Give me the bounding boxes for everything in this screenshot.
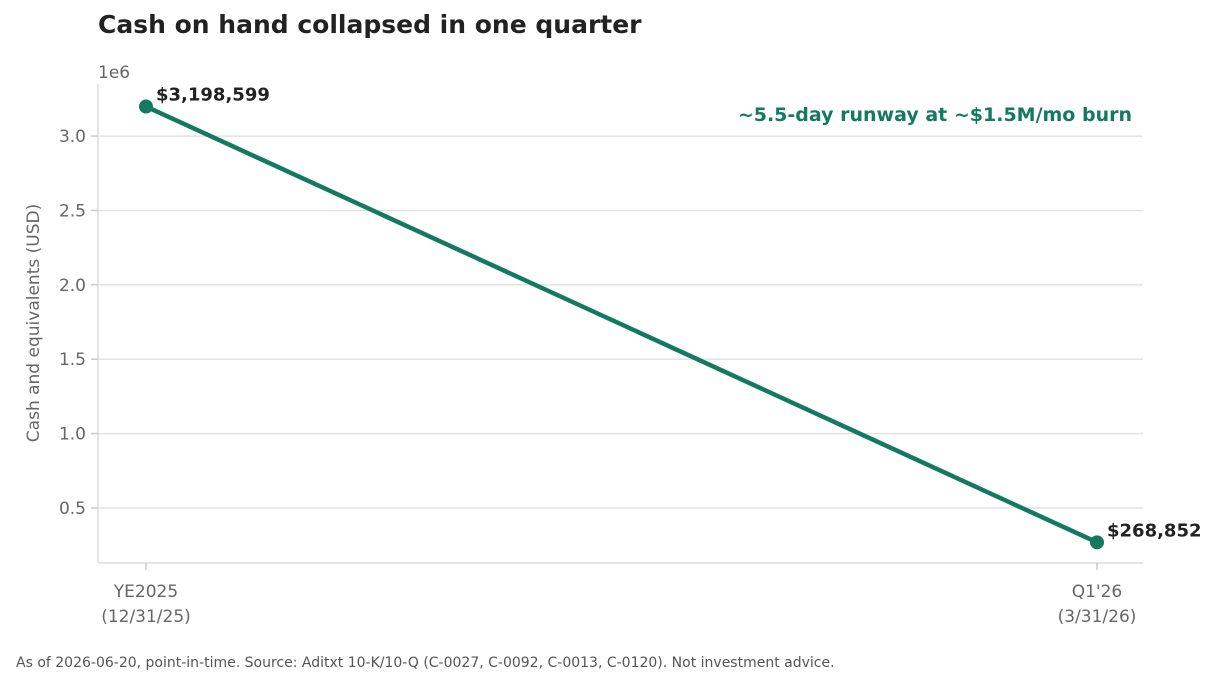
y-axis-label: Cash and equivalents (USD)	[24, 204, 44, 442]
cash-series	[139, 99, 1104, 550]
y-tick-label: 3.0	[59, 127, 86, 147]
x-tick-label: Q1'26	[1072, 582, 1123, 602]
x-tick-label: YE2025	[113, 582, 178, 602]
x-tick-label: (3/31/26)	[1058, 607, 1137, 627]
x-tick-label: (12/31/25)	[101, 607, 191, 627]
data-point	[139, 99, 153, 114]
source-footnote: As of 2026-06-20, point-in-time. Source:…	[16, 655, 835, 671]
y-scale-label: 1e6	[98, 63, 130, 83]
data-label: $3,198,599	[156, 85, 270, 106]
runway-annotation: ~5.5-day runway at ~$1.5M/mo burn	[738, 104, 1132, 126]
y-tick-label: 1.0	[59, 425, 86, 445]
y-tick-label: 1.5	[59, 350, 86, 370]
data-labels: $3,198,599 $268,852	[156, 85, 1202, 542]
data-point	[1090, 535, 1104, 550]
series-line	[145, 104, 1098, 545]
data-label: $268,852	[1107, 520, 1202, 541]
y-tick-label: 2.5	[59, 201, 86, 221]
x-ticks: YE2025 (12/31/25) Q1'26 (3/31/26)	[101, 563, 1136, 627]
gridlines	[98, 135, 1143, 509]
y-tick-label: 0.5	[59, 499, 86, 519]
chart-title: Cash on hand collapsed in one quarter	[98, 10, 642, 39]
y-tick-label: 2.0	[59, 276, 86, 296]
y-ticks: 0.5 1.0 1.5 2.0 2.5 3.0	[59, 127, 98, 519]
